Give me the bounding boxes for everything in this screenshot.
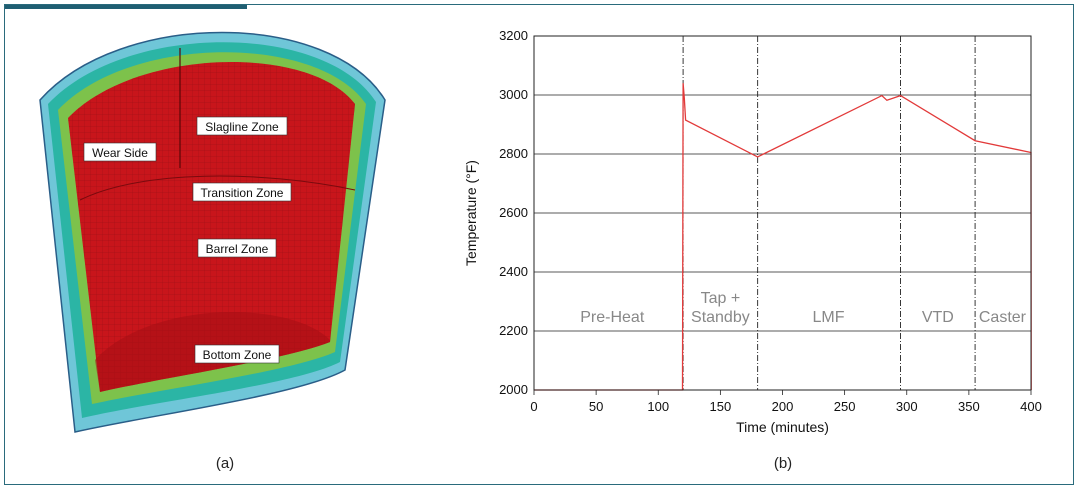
x-tick-label: 0	[530, 399, 537, 414]
label-slagline-zone: Slagline Zone	[196, 116, 288, 136]
chart-series	[534, 83, 1032, 391]
y-tick-label: 2400	[499, 264, 528, 279]
chart-plot-frame	[533, 35, 1032, 391]
phase-label: LMF	[812, 309, 844, 326]
label-transition-zone: Transition Zone	[192, 182, 292, 202]
phase-label-line2: Standby	[691, 309, 750, 326]
phase-label: Tap +	[701, 290, 741, 307]
svg-text:Barrel Zone: Barrel Zone	[206, 242, 269, 256]
y-tick-label: 3000	[499, 87, 528, 102]
svg-text:Wear Side: Wear Side	[92, 146, 148, 160]
label-barrel-zone: Barrel Zone	[197, 238, 277, 258]
chart-ticks: 2000 2200 2400 2600 2800 3000 3200 0 50 100 150 200…	[499, 28, 1042, 414]
caption-panel-a: (a)	[215, 455, 235, 472]
y-tick-label: 3200	[499, 28, 528, 43]
x-tick-label: 350	[958, 399, 980, 414]
x-tick-label: 300	[896, 399, 918, 414]
svg-text:Slagline Zone: Slagline Zone	[205, 120, 279, 134]
y-tick-label: 2600	[499, 205, 528, 220]
phase-label: Caster	[979, 309, 1027, 326]
chart-x-axis-label: Time (minutes)	[736, 419, 829, 435]
chart-y-axis-label: Temperature (°F)	[463, 160, 479, 266]
header-accent-bar	[5, 5, 247, 9]
x-tick-label: 100	[647, 399, 669, 414]
temperature-series-line	[534, 83, 1032, 391]
label-wear-side: Wear Side	[83, 142, 157, 162]
ladle-transition-arc	[79, 175, 356, 201]
y-tick-label: 2200	[499, 323, 528, 338]
phase-label: Pre-Heat	[580, 309, 645, 326]
label-bottom-zone: Bottom Zone	[194, 344, 280, 364]
x-tick-label: 50	[589, 399, 603, 414]
x-tick-label: 250	[834, 399, 856, 414]
svg-text:Bottom Zone: Bottom Zone	[203, 348, 272, 362]
svg-text:Transition Zone: Transition Zone	[201, 186, 284, 200]
x-tick-label: 400	[1020, 399, 1042, 414]
x-tick-label: 200	[772, 399, 794, 414]
phase-label: VTD	[922, 309, 954, 326]
chart-grid	[534, 35, 1031, 391]
y-tick-label: 2000	[499, 382, 528, 397]
y-tick-label: 2800	[499, 146, 528, 161]
caption-panel-b: (b)	[773, 455, 793, 472]
x-tick-label: 150	[710, 399, 732, 414]
figure-frame	[4, 4, 1074, 485]
